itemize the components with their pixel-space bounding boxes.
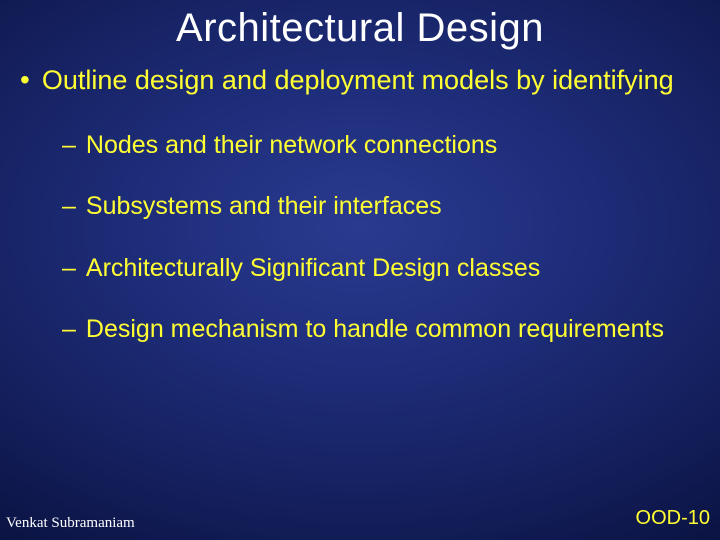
bullet-dot-icon: • bbox=[20, 65, 30, 96]
slide-content: • Outline design and deployment models b… bbox=[0, 51, 720, 345]
footer-author: Venkat Subramaniam bbox=[6, 515, 135, 532]
slide-title: Architectural Design bbox=[0, 0, 720, 51]
bullet-dash-icon: – bbox=[62, 315, 76, 345]
footer-page-number: OOD-10 bbox=[636, 507, 710, 530]
main-bullet-text: Outline design and deployment models by … bbox=[42, 65, 702, 97]
sub-bullet-text: Design mechanism to handle common requir… bbox=[86, 315, 702, 345]
main-bullet: • Outline design and deployment models b… bbox=[18, 65, 702, 97]
sub-bullet-text: Nodes and their network connections bbox=[86, 131, 702, 161]
slide: Architectural Design • Outline design an… bbox=[0, 0, 720, 540]
sub-bullet: – Architecturally Significant Design cla… bbox=[62, 254, 702, 284]
sub-bullet-text: Subsystems and their interfaces bbox=[86, 192, 702, 222]
bullet-dash-icon: – bbox=[62, 254, 76, 284]
sub-bullet-text: Architecturally Significant Design class… bbox=[86, 254, 702, 284]
bullet-dash-icon: – bbox=[62, 131, 76, 161]
sub-bullet: – Subsystems and their interfaces bbox=[62, 192, 702, 222]
sub-bullet: – Design mechanism to handle common requ… bbox=[62, 315, 702, 345]
sub-bullet-list: – Nodes and their network connections – … bbox=[18, 131, 702, 345]
bullet-dash-icon: – bbox=[62, 192, 76, 222]
sub-bullet: – Nodes and their network connections bbox=[62, 131, 702, 161]
